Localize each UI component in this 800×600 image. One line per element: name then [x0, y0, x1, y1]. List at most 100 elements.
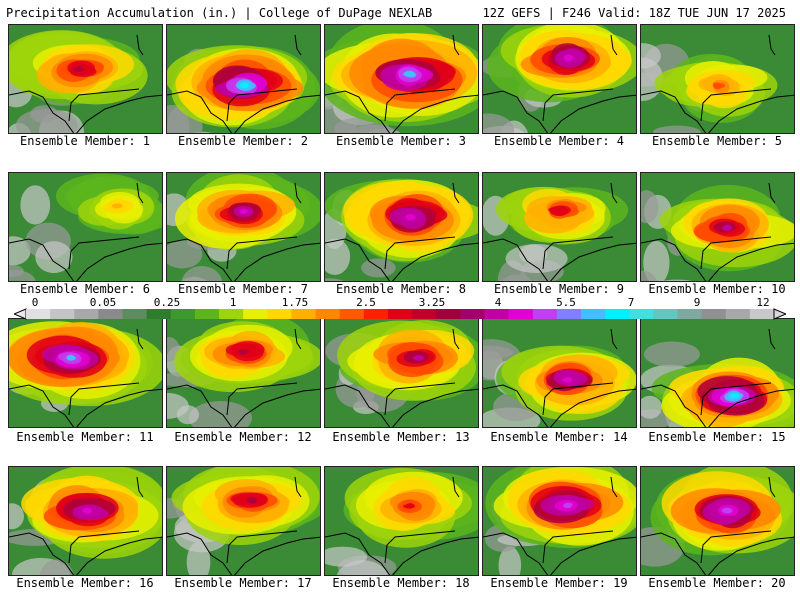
colorbar-swatch: [170, 309, 196, 319]
precip-contour: [565, 54, 574, 60]
colorbar-tick-label: 3.25: [418, 296, 446, 309]
colorbar-swatch: [219, 309, 244, 319]
member-caption: Ensemble Member: 18: [332, 576, 470, 590]
colorbar-swatch: [194, 309, 220, 319]
dry-patch: [167, 392, 189, 419]
dry-patch: [641, 395, 662, 419]
precip-contour: [240, 208, 247, 214]
precip-contour: [723, 224, 733, 231]
state-borders: [483, 34, 636, 133]
precip-contour: [563, 503, 571, 509]
state-borders: [325, 182, 478, 281]
precip-field-2: [167, 25, 320, 133]
colorbar-swatch: [677, 309, 703, 319]
colorbar-swatch: [484, 309, 510, 319]
precip-field-20: [641, 467, 794, 575]
dry-patch: [35, 241, 73, 274]
member-caption: Ensemble Member: 6: [19, 282, 151, 296]
precip-contour: [412, 355, 425, 360]
state-borders: [483, 328, 636, 427]
dry-patch: [361, 258, 396, 278]
ensemble-map-5: [640, 24, 795, 134]
ensemble-map-11: [8, 318, 163, 428]
colorbar-swatch: [412, 309, 437, 319]
precip-contour: [713, 83, 723, 90]
colorbar-swatch: [436, 309, 461, 319]
ensemble-map-15: [640, 318, 795, 428]
ensemble-map-19: [482, 466, 637, 576]
precip-field-16: [9, 467, 162, 575]
precip-contour: [72, 67, 83, 72]
colorbar-swatch: [387, 309, 413, 319]
precip-field-9: [483, 173, 636, 281]
colorbar-swatch: [629, 309, 654, 319]
precip-contour: [247, 497, 258, 504]
member-caption: Ensemble Member: 15: [648, 430, 786, 444]
dry-patch: [498, 546, 522, 575]
colorbar-tick-label: 0.05: [89, 296, 117, 309]
state-borders: [167, 182, 320, 281]
state-borders: [167, 476, 320, 575]
ensemble-map-18: [324, 466, 479, 576]
precip-field-19: [483, 467, 636, 575]
colorbar-swatch: [508, 309, 534, 319]
state-borders: [9, 34, 162, 133]
colorbar-swatch: [291, 309, 317, 319]
precip-field-13: [325, 319, 478, 427]
precip-contour: [730, 393, 740, 398]
colorbar-swatch: [26, 309, 51, 319]
dry-patch: [641, 57, 664, 102]
ensemble-map-2: [166, 24, 321, 134]
colorbar-tick-label: 0: [31, 296, 39, 309]
state-borders: [9, 328, 162, 427]
precip-field-14: [483, 319, 636, 427]
member-caption: Ensemble Member: 14: [490, 430, 628, 444]
ensemble-map-6: [8, 172, 163, 282]
colorbar-swatch: [363, 309, 389, 319]
member-caption: Ensemble Member: 2: [177, 134, 309, 148]
member-caption: Ensemble Member: 16: [16, 576, 154, 590]
colorbar-swatch: [532, 309, 558, 319]
colorbar-swatch: [122, 309, 148, 319]
dry-patch: [9, 236, 31, 266]
colorbar-swatch: [653, 309, 678, 319]
colorbar-tick-label: 7: [627, 296, 635, 309]
dry-patch: [188, 401, 253, 427]
colorbar-swatch: [315, 309, 341, 319]
precip-field-5: [641, 25, 794, 133]
precip-field-3: [325, 25, 478, 133]
precip-contour: [562, 377, 572, 383]
colorbar-swatch: [749, 309, 775, 319]
colorbar-scale: [14, 308, 786, 320]
state-borders: [641, 476, 794, 575]
colorbar-tick-label: 0.25: [153, 296, 181, 309]
dry-patch: [167, 240, 203, 269]
member-caption: Ensemble Member: 17: [174, 576, 312, 590]
state-borders: [167, 328, 320, 427]
ensemble-map-20: [640, 466, 795, 576]
colorbar-tick-label: 2.5: [356, 296, 376, 309]
dry-patch: [20, 185, 51, 225]
dry-patch: [652, 125, 701, 133]
precip-contour: [66, 356, 76, 361]
dry-patch: [483, 345, 514, 360]
ensemble-map-14: [482, 318, 637, 428]
member-caption: Ensemble Member: 20: [648, 576, 786, 590]
dry-patch: [15, 108, 78, 133]
member-caption: Ensemble Member: 7: [177, 282, 309, 296]
dry-patch: [505, 244, 568, 274]
dry-patch: [643, 341, 700, 367]
colorbar-swatch: [701, 309, 727, 319]
ensemble-map-4: [482, 24, 637, 134]
member-caption: Ensemble Member: 19: [490, 576, 628, 590]
member-caption: Ensemble Member: 5: [651, 134, 783, 148]
colorbar-swatch: [339, 309, 365, 319]
colorbar-swatch: [556, 309, 582, 319]
state-borders: [641, 328, 794, 427]
ensemble-map-1: [8, 24, 163, 134]
colorbar-swatch: [460, 309, 485, 319]
colorbar-swatch: [267, 309, 292, 319]
precip-contour: [404, 70, 415, 78]
precip-contour: [405, 214, 415, 219]
precip-field-4: [483, 25, 636, 133]
